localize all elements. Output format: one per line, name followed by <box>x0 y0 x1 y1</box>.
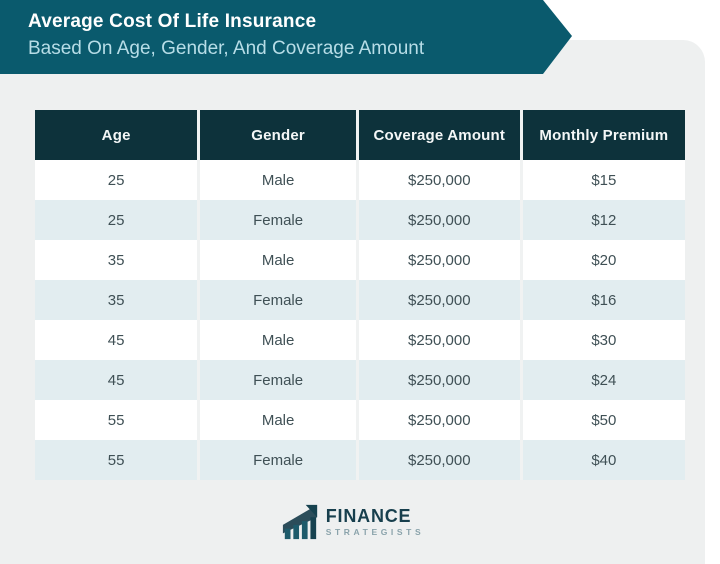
finance-strategists-icon <box>282 504 317 540</box>
table-cell: Female <box>197 360 358 400</box>
table-cell: $250,000 <box>355 160 522 200</box>
table-cell: $16 <box>519 280 685 320</box>
table-cell: $250,000 <box>355 440 522 480</box>
table-cell: 35 <box>35 240 199 280</box>
table-cell: Male <box>197 160 358 200</box>
table-cell: 25 <box>35 160 199 200</box>
table-row: 55 Male $250,000 $50 <box>35 400 685 440</box>
column-header-age: Age <box>35 110 199 160</box>
table-cell: $250,000 <box>355 400 522 440</box>
footer: FINANCE STRATEGISTS <box>0 503 705 541</box>
table-cell: Male <box>197 240 358 280</box>
page-title: Average Cost Of Life Insurance <box>28 11 317 32</box>
table-cell: Male <box>197 320 358 360</box>
table-cell: $250,000 <box>355 320 522 360</box>
table-cell: 45 <box>35 320 199 360</box>
table-header-row: Age Gender Coverage Amount Monthly Premi… <box>35 110 685 160</box>
brand-name-finance: FINANCE <box>325 505 412 526</box>
table-cell: $250,000 <box>355 280 522 320</box>
brand-name-strategists: STRATEGISTS <box>325 526 425 537</box>
table-row: 45 Male $250,000 $30 <box>35 320 685 360</box>
table-cell: Female <box>197 280 358 320</box>
table-row: 35 Female $250,000 $16 <box>35 280 685 320</box>
table-body: 25 Male $250,000 $15 25 Female $250,000 $12 35 Ma… <box>35 160 685 480</box>
brand-text: FINANCE STRATEGISTS <box>325 505 425 538</box>
table-cell: $250,000 <box>355 240 522 280</box>
table-cell: 25 <box>35 200 199 240</box>
table-cell: $12 <box>519 200 685 240</box>
table-cell: 45 <box>35 360 199 400</box>
table-cell: $40 <box>519 440 685 480</box>
table-row: 55 Female $250,000 $40 <box>35 440 685 480</box>
table-cell: 55 <box>35 440 199 480</box>
page-subtitle: Based On Age, Gender, And Coverage Amoun… <box>28 38 425 59</box>
table-row: 25 Male $250,000 $15 <box>35 160 685 200</box>
table-cell: 55 <box>35 400 199 440</box>
table-header: Age Gender Coverage Amount Monthly Premi… <box>35 110 685 160</box>
table-cell: $20 <box>519 240 685 280</box>
table-cell: $250,000 <box>355 360 522 400</box>
column-header-monthly-premium: Monthly Premium <box>519 110 685 160</box>
table-cell: $50 <box>519 400 685 440</box>
table-cell: $30 <box>519 320 685 360</box>
column-header-coverage-amount: Coverage Amount <box>355 110 522 160</box>
title-banner: Average Cost Of Life Insurance Based On … <box>0 0 572 74</box>
table-cell: Female <box>197 200 358 240</box>
cost-table: Age Gender Coverage Amount Monthly Premi… <box>35 110 685 480</box>
brand-logo: FINANCE STRATEGISTS <box>281 503 424 541</box>
table-cell: $15 <box>519 160 685 200</box>
table-cell: 35 <box>35 280 199 320</box>
table-row: 35 Male $250,000 $20 <box>35 240 685 280</box>
table-cell: $24 <box>519 360 685 400</box>
table-cell: Male <box>197 400 358 440</box>
table-row: 25 Female $250,000 $12 <box>35 200 685 240</box>
table-cell: $250,000 <box>355 200 522 240</box>
column-header-gender: Gender <box>197 110 358 160</box>
table-row: 45 Female $250,000 $24 <box>35 360 685 400</box>
table-cell: Female <box>197 440 358 480</box>
